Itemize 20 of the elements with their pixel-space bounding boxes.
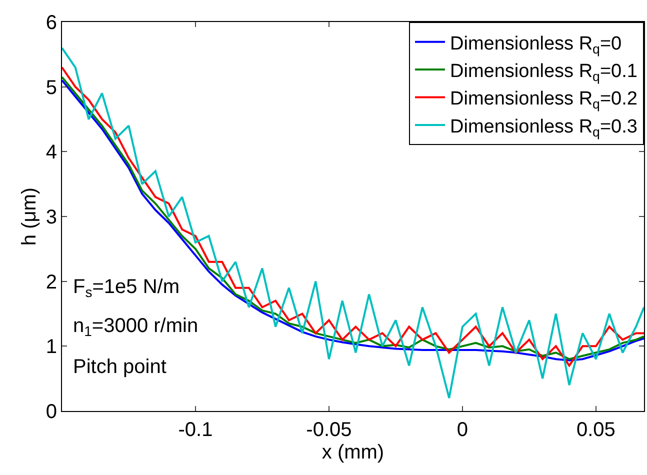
legend-label: Dimensionless R$_{q}$=0.3 — [450, 116, 638, 140]
y-tick-label: 5 — [46, 76, 57, 99]
legend-label: Dimensionless R$_{q}$=0 — [450, 33, 622, 56]
y-tick-label: 4 — [46, 142, 57, 164]
x-tick-label: -0.05 — [306, 419, 352, 441]
y-tick-label: 6 — [46, 12, 57, 34]
x-tick-label: -0.1 — [178, 419, 213, 441]
x-axis-title: x (mm) — [322, 442, 384, 464]
annotation: n$_{1}$=3000 r/min — [73, 315, 198, 340]
y-axis-title: h (μm) — [18, 187, 40, 246]
x-tick-label: 0 — [456, 419, 468, 441]
legend-label: Dimensionless R$_{q}$=0.1 — [450, 60, 638, 84]
x-tick-label: 0.05 — [576, 419, 616, 441]
legend-label: Dimensionless R$_{q}$=0.2 — [450, 88, 638, 112]
y-tick-label: 0 — [46, 401, 57, 423]
annotation: F$_{s}$=1e5 N/m — [73, 276, 180, 300]
y-tick-label: 1 — [46, 336, 57, 358]
y-tick-label: 3 — [46, 206, 57, 228]
y-tick-label: 2 — [46, 271, 57, 294]
annotation: Pitch point — [73, 356, 167, 378]
